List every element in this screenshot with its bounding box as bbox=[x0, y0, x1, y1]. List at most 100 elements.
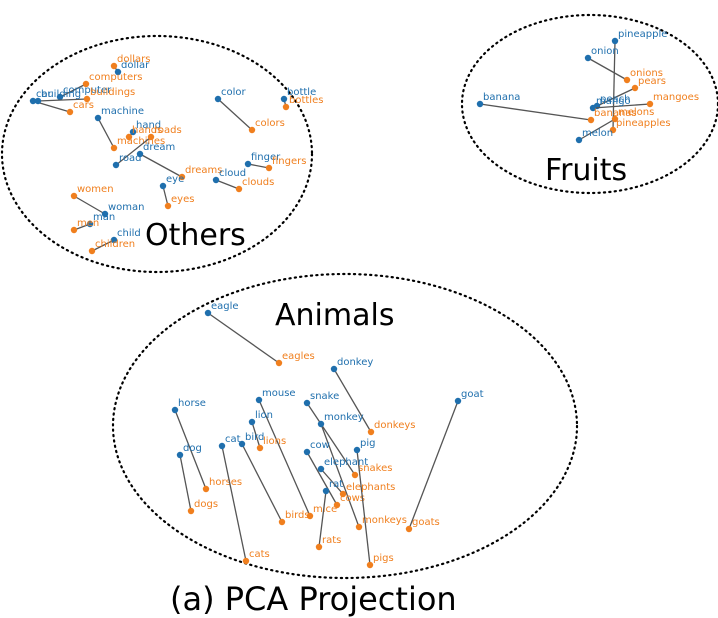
label-elephants: elephants bbox=[346, 482, 395, 493]
label-eye: eye bbox=[166, 174, 184, 185]
word-pair-melon: melon melons bbox=[575, 107, 654, 144]
label-mango: mango bbox=[596, 96, 631, 107]
point-computer bbox=[56, 93, 64, 101]
word-pair-monkey: monkey monkeys bbox=[317, 412, 407, 531]
point-hands bbox=[125, 133, 133, 141]
point-cow bbox=[303, 448, 311, 456]
label-pears: pears bbox=[638, 76, 666, 87]
label-bottle: bottle bbox=[287, 87, 316, 98]
label-snake: snake bbox=[310, 391, 339, 402]
label-fingers: fingers bbox=[272, 156, 306, 167]
label-eyes: eyes bbox=[171, 194, 194, 205]
label-finger: finger bbox=[251, 152, 281, 163]
point-snake bbox=[303, 399, 311, 407]
word-pair-dream: dream dreams bbox=[136, 142, 222, 181]
label-onion: onion bbox=[591, 46, 619, 57]
label-cat: cat bbox=[225, 434, 241, 445]
label-melons: melons bbox=[618, 107, 654, 118]
point-banana bbox=[476, 100, 484, 108]
label-monkeys: monkeys bbox=[362, 515, 407, 526]
label-lion: lion bbox=[255, 410, 273, 421]
label-lions: lions bbox=[263, 436, 286, 447]
word-pair-machine: machine machines bbox=[94, 106, 165, 152]
point-monkey bbox=[317, 420, 325, 428]
pair-line-pineapple bbox=[612, 40, 616, 131]
label-snakes: snakes bbox=[358, 463, 392, 474]
label-rat: rat bbox=[329, 479, 343, 490]
point-car bbox=[29, 97, 37, 105]
label-hands: hands bbox=[132, 125, 162, 136]
word-pairs-layer: dollardollarscomputercomputerscarcarsbui… bbox=[29, 29, 699, 569]
label-goat: goat bbox=[461, 389, 484, 400]
label-roads: roads bbox=[154, 125, 182, 136]
label-dream: dream bbox=[143, 142, 175, 153]
label-child: child bbox=[117, 228, 141, 239]
label-road: road bbox=[119, 153, 142, 164]
point-woman bbox=[101, 210, 109, 218]
label-man: man bbox=[93, 212, 115, 223]
point-bird bbox=[238, 440, 246, 448]
label-colors: colors bbox=[255, 118, 285, 129]
pair-line-lion bbox=[251, 421, 261, 449]
point-rat bbox=[322, 487, 330, 495]
point-pigs bbox=[366, 561, 374, 569]
pair-line-woman bbox=[73, 195, 106, 215]
point-dream bbox=[136, 150, 144, 158]
label-onions: onions bbox=[630, 68, 663, 79]
word-pair-cow: cow cows bbox=[303, 440, 365, 509]
pair-line-elephant bbox=[320, 468, 344, 495]
fruits-cluster-title: Fruits bbox=[545, 153, 627, 188]
label-goats: goats bbox=[412, 517, 440, 528]
point-elephant bbox=[317, 465, 325, 473]
point-man bbox=[86, 220, 94, 228]
animals-cluster-ellipse bbox=[111, 272, 579, 580]
pair-line-snake bbox=[306, 402, 356, 476]
point-melon bbox=[575, 136, 583, 144]
point-road bbox=[112, 161, 120, 169]
label-eagles: eagles bbox=[282, 351, 315, 362]
point-dogs bbox=[187, 507, 195, 515]
label-cats: cats bbox=[249, 549, 270, 560]
word-pair-pig: pig pigs bbox=[353, 438, 394, 569]
word-pair-eagle: eagle eagles bbox=[204, 301, 315, 367]
word-pair-mango: mango mangoes bbox=[589, 92, 699, 112]
label-pineapple: pineapple bbox=[618, 29, 667, 40]
point-bottles bbox=[282, 103, 290, 111]
label-dreams: dreams bbox=[185, 165, 222, 176]
label-women: women bbox=[77, 184, 114, 195]
point-birds bbox=[278, 518, 286, 526]
label-color: color bbox=[221, 87, 247, 98]
label-machine: machine bbox=[101, 106, 144, 117]
point-monkeys bbox=[355, 523, 363, 531]
point-bananas bbox=[587, 116, 595, 124]
label-horse: horse bbox=[178, 398, 206, 409]
point-finger bbox=[244, 160, 252, 168]
point-pig bbox=[353, 446, 361, 454]
label-hand: hand bbox=[136, 120, 161, 131]
point-goats bbox=[405, 525, 413, 533]
point-onions bbox=[623, 76, 631, 84]
word-pair-rat: rat rats bbox=[315, 479, 343, 551]
label-donkey: donkey bbox=[337, 357, 373, 368]
label-mangoes: mangoes bbox=[653, 92, 699, 103]
point-cats bbox=[242, 557, 250, 565]
label-melon: melon bbox=[582, 128, 613, 139]
others-cluster-title: Others bbox=[145, 218, 246, 253]
label-cows: cows bbox=[340, 493, 365, 504]
point-elephants bbox=[339, 490, 347, 498]
label-buildings: buildings bbox=[90, 87, 135, 98]
label-children: children bbox=[95, 239, 135, 250]
pair-line-peach bbox=[596, 87, 636, 107]
word-pair-donkey: donkey donkeys bbox=[330, 357, 416, 436]
point-clouds bbox=[235, 185, 243, 193]
point-buildings bbox=[83, 95, 91, 103]
point-donkeys bbox=[367, 428, 375, 436]
label-pig: pig bbox=[360, 438, 375, 449]
label-cars: cars bbox=[73, 100, 94, 111]
point-men bbox=[70, 226, 78, 234]
word-pair-color: color colors bbox=[214, 87, 285, 134]
point-lion bbox=[248, 418, 256, 426]
point-machines bbox=[110, 144, 118, 152]
